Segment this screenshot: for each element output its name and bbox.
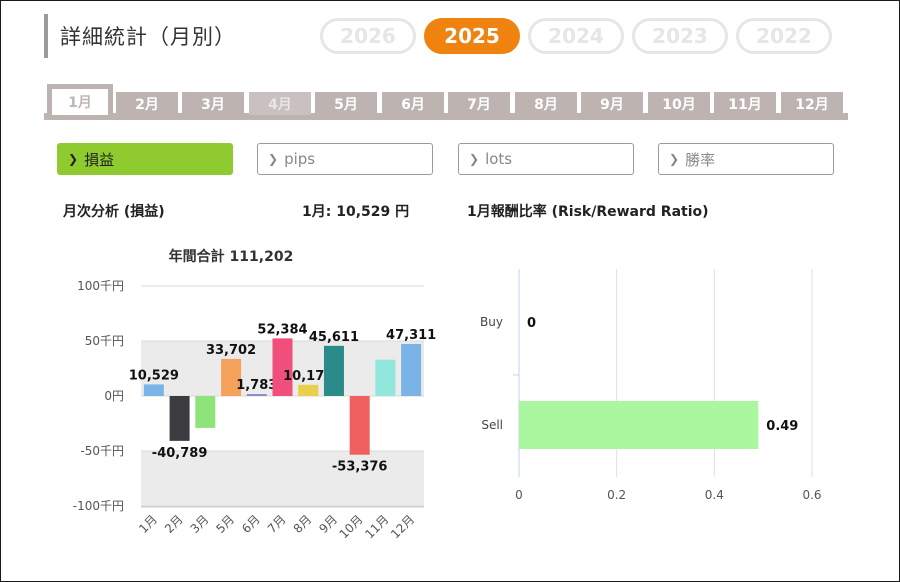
y-category-label: Sell — [481, 418, 503, 432]
month-tab-baseline — [44, 113, 848, 120]
bar-6月[interactable] — [246, 394, 267, 396]
metric-button-win-rate[interactable]: ❯ 勝率 — [658, 143, 834, 175]
y-category-label: Buy — [480, 315, 503, 329]
bar-2月[interactable] — [169, 396, 190, 441]
chevron-right-icon: ❯ — [68, 152, 79, 166]
month-tab-4[interactable]: 4月 — [249, 92, 311, 115]
page-title-text: 詳細統計（月別） — [60, 25, 236, 49]
year-pill-2025[interactable]: 2025 — [424, 18, 520, 54]
month-tab-3[interactable]: 3月 — [182, 92, 244, 115]
bar-3月[interactable] — [195, 396, 216, 428]
page-title: 詳細統計（月別） — [44, 14, 236, 58]
year-pill-2026[interactable]: 2026 — [320, 18, 416, 54]
bar-10月[interactable] — [349, 396, 370, 455]
ratio-title: 1月報酬比率 (Risk/Reward Ratio) — [467, 204, 709, 220]
chevron-right-icon: ❯ — [268, 152, 279, 166]
chevron-right-icon: ❯ — [469, 152, 480, 166]
y-tick-label: 100千円 — [77, 279, 124, 293]
y-tick-label: -100千円 — [73, 499, 124, 513]
plot-band-lower — [141, 451, 424, 506]
x-tick-label: 6月 — [239, 512, 263, 536]
data-label: 33,702 — [206, 343, 256, 358]
data-label: 47,311 — [386, 328, 436, 343]
month-tab-bar: 1月 2月 3月 4月 5月 6月 7月 8月 9月 10月 11月 12月 — [44, 84, 848, 120]
month-tab-9[interactable]: 9月 — [581, 92, 643, 115]
data-label: 1,783 — [236, 378, 277, 393]
x-tick-label: 5月 — [213, 512, 237, 536]
data-label: -40,789 — [152, 446, 208, 461]
data-label: 45,611 — [309, 330, 359, 345]
bar-9月[interactable] — [323, 345, 344, 396]
risk-reward-chart: 0 0.2 0.4 0.6 Buy 0 Sell 0.49 — [480, 269, 822, 502]
month-tab-5[interactable]: 5月 — [315, 92, 377, 115]
year-pill-2022[interactable]: 2022 — [736, 18, 832, 54]
x-tick-label: 0 — [515, 488, 523, 502]
x-tick-label: 7月 — [265, 512, 289, 536]
data-label: 0 — [527, 316, 536, 331]
month-tab-10[interactable]: 10月 — [648, 92, 710, 115]
x-tick-label: 11月 — [362, 512, 391, 541]
month-tab-8[interactable]: 8月 — [515, 92, 577, 115]
x-tick-label: 0.2 — [607, 488, 626, 502]
bar-7月[interactable] — [272, 338, 293, 396]
analysis-title: 月次分析 (損益) — [63, 204, 165, 220]
bar-sell[interactable] — [519, 401, 759, 449]
metric-button-lots[interactable]: ❯ lots — [458, 143, 634, 175]
y-tick-label: 50千円 — [85, 334, 124, 348]
bar-11月[interactable] — [375, 359, 396, 396]
y-tick-label: -50千円 — [80, 444, 124, 458]
monthly-pl-chart: 100千円 50千円 0円 -50千円 -100千円 年間合計 111,202 10,529… — [73, 248, 436, 541]
month-summary: 1月: 10,529 円 — [302, 204, 410, 220]
x-tick-label: 8月 — [291, 512, 315, 536]
chart-title: 年間合計 111,202 — [169, 248, 294, 265]
metric-button-profit[interactable]: ❯ 損益 — [57, 143, 233, 175]
metric-button-label: 勝率 — [685, 150, 716, 169]
data-label: 10,170 — [283, 369, 333, 384]
metric-button-label: lots — [485, 150, 513, 168]
bar-1月[interactable] — [143, 384, 164, 396]
metric-button-label: pips — [284, 150, 316, 168]
metric-button-label: 損益 — [84, 150, 115, 169]
x-tick-label: 0.6 — [802, 488, 821, 502]
month-tab-2[interactable]: 2月 — [116, 92, 178, 115]
month-tab-7[interactable]: 7月 — [448, 92, 510, 115]
data-label: 52,384 — [257, 322, 307, 337]
chevron-right-icon: ❯ — [669, 152, 680, 166]
month-tab-11[interactable]: 11月 — [714, 92, 776, 115]
x-tick-label: 1月 — [136, 512, 160, 536]
year-pill-2023[interactable]: 2023 — [632, 18, 728, 54]
x-tick-label: 3月 — [188, 512, 212, 536]
data-label: -53,376 — [332, 460, 388, 475]
bar-5月[interactable] — [221, 358, 242, 396]
month-tab-12[interactable]: 12月 — [781, 92, 843, 115]
metric-button-pips[interactable]: ❯ pips — [257, 143, 433, 175]
x-tick-label: 12月 — [388, 512, 417, 541]
year-pill-2024[interactable]: 2024 — [528, 18, 624, 54]
bar-12月[interactable] — [401, 343, 422, 396]
year-selector: 2026 2025 2024 2023 2022 — [320, 18, 832, 54]
data-label: 0.49 — [766, 419, 798, 434]
month-tab-6[interactable]: 6月 — [382, 92, 444, 115]
x-tick-label: 0.4 — [705, 488, 724, 502]
data-label: 10,529 — [129, 368, 179, 383]
y-tick-label: 0円 — [104, 389, 124, 403]
bar-8月[interactable] — [298, 384, 319, 396]
x-tick-label: 10月 — [337, 512, 366, 541]
x-tick-label: 2月 — [162, 512, 186, 536]
month-tab-1[interactable]: 1月 — [47, 84, 113, 115]
